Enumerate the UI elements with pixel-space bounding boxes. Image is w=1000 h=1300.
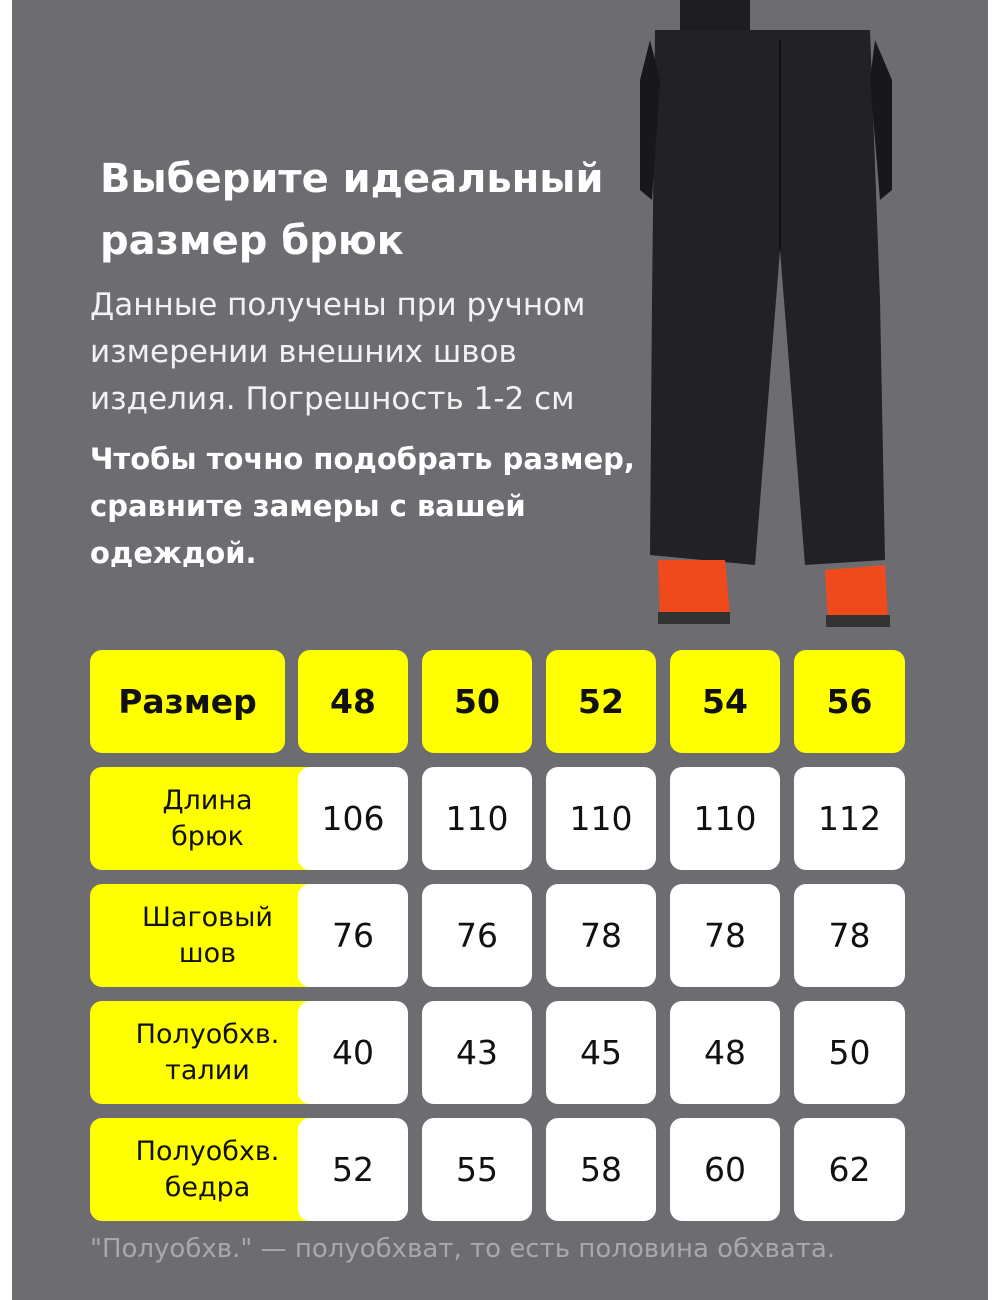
row-label: Длина брюк (90, 767, 325, 870)
table-cell: 106 (298, 767, 408, 870)
table-cell: 50 (794, 1001, 905, 1104)
table-cell: 110 (670, 767, 780, 870)
subtitle: Данные получены при ручном измерении вне… (90, 287, 586, 417)
table-cell: 48 (670, 1001, 780, 1104)
row-label: Шаговый шов (90, 884, 325, 987)
table-cell: 45 (546, 1001, 656, 1104)
table-cell: 112 (794, 767, 905, 870)
table-cell: 78 (794, 884, 905, 987)
table-cell: 40 (298, 1001, 408, 1104)
size-header: 54 (670, 650, 780, 753)
table-cell: 76 (422, 884, 532, 987)
table-cell: 60 (670, 1118, 780, 1221)
table-cell: 78 (546, 884, 656, 987)
row-label: Полуобхв. бедра (90, 1118, 325, 1221)
product-photo-pants (640, 0, 892, 627)
size-header: 48 (298, 650, 408, 753)
row-label: Полуобхв. талии (90, 1001, 325, 1104)
table-cell: 110 (422, 767, 532, 870)
table-cell: 62 (794, 1118, 905, 1221)
instruction: Чтобы точно подобрать размер, сравните з… (90, 442, 635, 570)
table-cell: 58 (546, 1118, 656, 1221)
page-title: Выберите идеальный размер брюк (100, 156, 604, 264)
table-cell: 52 (298, 1118, 408, 1221)
size-header: 50 (422, 650, 532, 753)
table-cell: 43 (422, 1001, 532, 1104)
footnote: "Полуобхв." — полуобхват, то есть полови… (90, 1234, 836, 1264)
size-header-label: Размер (90, 650, 285, 753)
table-cell: 110 (546, 767, 656, 870)
size-header: 52 (546, 650, 656, 753)
table-cell: 76 (298, 884, 408, 987)
table-cell: 78 (670, 884, 780, 987)
size-header: 56 (794, 650, 905, 753)
table-cell: 55 (422, 1118, 532, 1221)
